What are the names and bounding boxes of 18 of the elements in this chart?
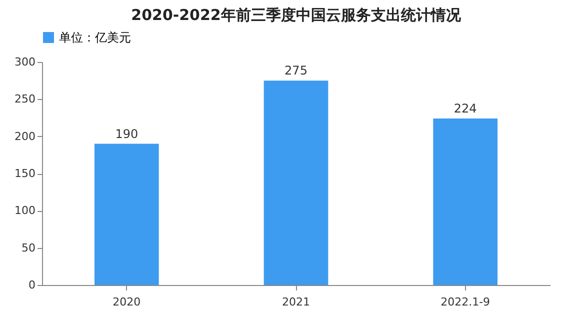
data-label: 275 (284, 64, 308, 78)
bar (94, 144, 159, 285)
y-tick-label: 200 (14, 130, 36, 143)
data-label: 190 (115, 126, 138, 141)
y-tick-label: 300 (14, 56, 36, 68)
y-tick-label: 100 (14, 204, 36, 218)
bar (264, 80, 328, 285)
bar (433, 118, 498, 285)
y-tick-label: 150 (14, 167, 36, 180)
y-tick-label: 250 (14, 92, 36, 106)
x-tick-label: 2020 (112, 296, 141, 308)
chart-title: 2020-2022年前三季度中国云服务支出统计情况 (131, 6, 462, 24)
legend-label: 单位：亿美元 (59, 30, 131, 44)
y-tick-label: 50 (22, 241, 36, 254)
x-tick-label: 2022.1-9 (440, 296, 490, 308)
x-tick-label: 2021 (282, 296, 310, 308)
data-label: 224 (454, 101, 477, 116)
y-tick-label: 0 (28, 278, 36, 292)
